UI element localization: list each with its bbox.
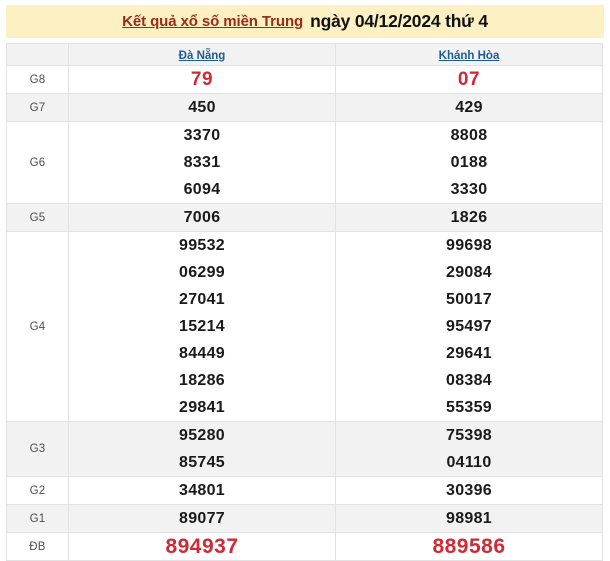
table-row: ĐB 894937 889586 <box>6 532 603 561</box>
prize-number: 3330 <box>450 181 488 198</box>
results-date: ngày 04/12/2024 thứ 4 <box>310 11 488 31</box>
region-results-link[interactable]: Kết quả xổ số miền Trung <box>122 13 304 30</box>
prize-number: 6094 <box>183 181 221 198</box>
prize-number: 98981 <box>446 510 492 527</box>
prize-numbers-g8-col0: 79 <box>68 65 336 94</box>
prize-label-g7: G7 <box>6 93 69 122</box>
table-row: G2 34801 30396 <box>6 476 603 505</box>
table-row: G6 3370 8331 6094 8808 0188 3330 <box>6 121 603 204</box>
prize-number: 75398 <box>446 427 492 444</box>
table-row: G5 7006 1826 <box>6 203 603 232</box>
prize-number: 95280 <box>179 427 225 444</box>
prize-numbers-g3-col0: 95280 85745 <box>68 421 336 477</box>
prize-number: 1826 <box>450 209 488 226</box>
table-header-row: Đà Nẵng Khánh Hòa <box>6 43 603 66</box>
prize-numbers-đb-col1: 889586 <box>335 532 603 561</box>
table-row: G4 99532 06299 27041 15214 84449 18286 29841 996… <box>6 231 603 422</box>
prize-numbers-g5-col0: 7006 <box>68 203 336 232</box>
prize-label-g5: G5 <box>6 203 69 232</box>
prize-number: 8331 <box>183 154 221 171</box>
prize-label-column-header <box>6 43 69 66</box>
province-link-khanh-hoa[interactable]: Khánh Hòa <box>438 49 500 62</box>
prize-number: 99532 <box>179 237 225 254</box>
prize-label-g8: G8 <box>6 65 69 94</box>
prize-numbers-g1-col0: 89077 <box>68 504 336 533</box>
prize-label-đb: ĐB <box>6 532 69 561</box>
prize-numbers-g4-col0: 99532 06299 27041 15214 84449 18286 29841 <box>68 231 336 422</box>
province-column-header-1: Khánh Hòa <box>335 43 603 66</box>
prize-numbers-g2-col0: 34801 <box>68 476 336 505</box>
table-body: G8 79 07 G7 450 429 G6 3370 8331 6094 8808 0188 3330… <box>6 65 603 561</box>
prize-number: 429 <box>455 99 483 116</box>
prize-number: 3370 <box>183 127 221 144</box>
table-row: G8 79 07 <box>6 65 603 94</box>
province-column-header-0: Đà Nẵng <box>68 43 336 66</box>
prize-numbers-g7-col1: 429 <box>335 93 603 122</box>
prize-numbers-g2-col1: 30396 <box>335 476 603 505</box>
prize-number: 99698 <box>446 237 492 254</box>
prize-numbers-g8-col1: 07 <box>335 65 603 94</box>
prize-label-g6: G6 <box>6 121 69 204</box>
province-link-da-nang[interactable]: Đà Nẵng <box>178 49 226 62</box>
prize-numbers-g5-col1: 1826 <box>335 203 603 232</box>
prize-label-g1: G1 <box>6 504 69 533</box>
prize-number: 55359 <box>446 399 492 416</box>
prize-number: 8808 <box>450 127 488 144</box>
prize-number: 79 <box>190 69 214 90</box>
prize-number: 30396 <box>446 482 492 499</box>
prize-numbers-g6-col1: 8808 0188 3330 <box>335 121 603 204</box>
prize-number: 07 <box>457 69 481 90</box>
prize-numbers-g7-col0: 450 <box>68 93 336 122</box>
prize-number: 29084 <box>446 264 492 281</box>
prize-number: 889586 <box>432 535 506 558</box>
page-title-banner: Kết quả xổ số miền Trung ngày 04/12/2024… <box>6 5 604 38</box>
prize-number: 29841 <box>179 399 225 416</box>
prize-numbers-g1-col1: 98981 <box>335 504 603 533</box>
prize-numbers-g3-col1: 75398 04110 <box>335 421 603 477</box>
table-row: G1 89077 98981 <box>6 504 603 533</box>
prize-number: 27041 <box>179 291 225 308</box>
prize-number: 894937 <box>165 535 239 558</box>
prize-label-g2: G2 <box>6 476 69 505</box>
prize-number: 04110 <box>446 454 492 471</box>
prize-label-g4: G4 <box>6 231 69 422</box>
prize-label-g3: G3 <box>6 421 69 477</box>
prize-number: 95497 <box>446 318 492 335</box>
prize-number: 84449 <box>179 345 225 362</box>
table-row: G7 450 429 <box>6 93 603 122</box>
prize-numbers-g6-col0: 3370 8331 6094 <box>68 121 336 204</box>
prize-numbers-g4-col1: 99698 29084 50017 95497 29641 08384 55359 <box>335 231 603 422</box>
prize-number: 50017 <box>446 291 492 308</box>
prize-number: 7006 <box>183 209 221 226</box>
prize-number: 85745 <box>179 454 225 471</box>
prize-number: 29641 <box>446 345 492 362</box>
prize-numbers-đb-col0: 894937 <box>68 532 336 561</box>
prize-number: 15214 <box>179 318 225 335</box>
prize-number: 450 <box>188 99 216 116</box>
prize-number: 34801 <box>179 482 225 499</box>
prize-number: 06299 <box>179 264 225 281</box>
table-row: G3 95280 85745 75398 04110 <box>6 421 603 477</box>
prize-number: 0188 <box>450 154 488 171</box>
lottery-results-table: Đà Nẵng Khánh Hòa G8 79 07 G7 450 429 G6 3370 83… <box>6 43 603 561</box>
prize-number: 08384 <box>446 372 492 389</box>
prize-number: 89077 <box>179 510 225 527</box>
prize-number: 18286 <box>179 372 225 389</box>
